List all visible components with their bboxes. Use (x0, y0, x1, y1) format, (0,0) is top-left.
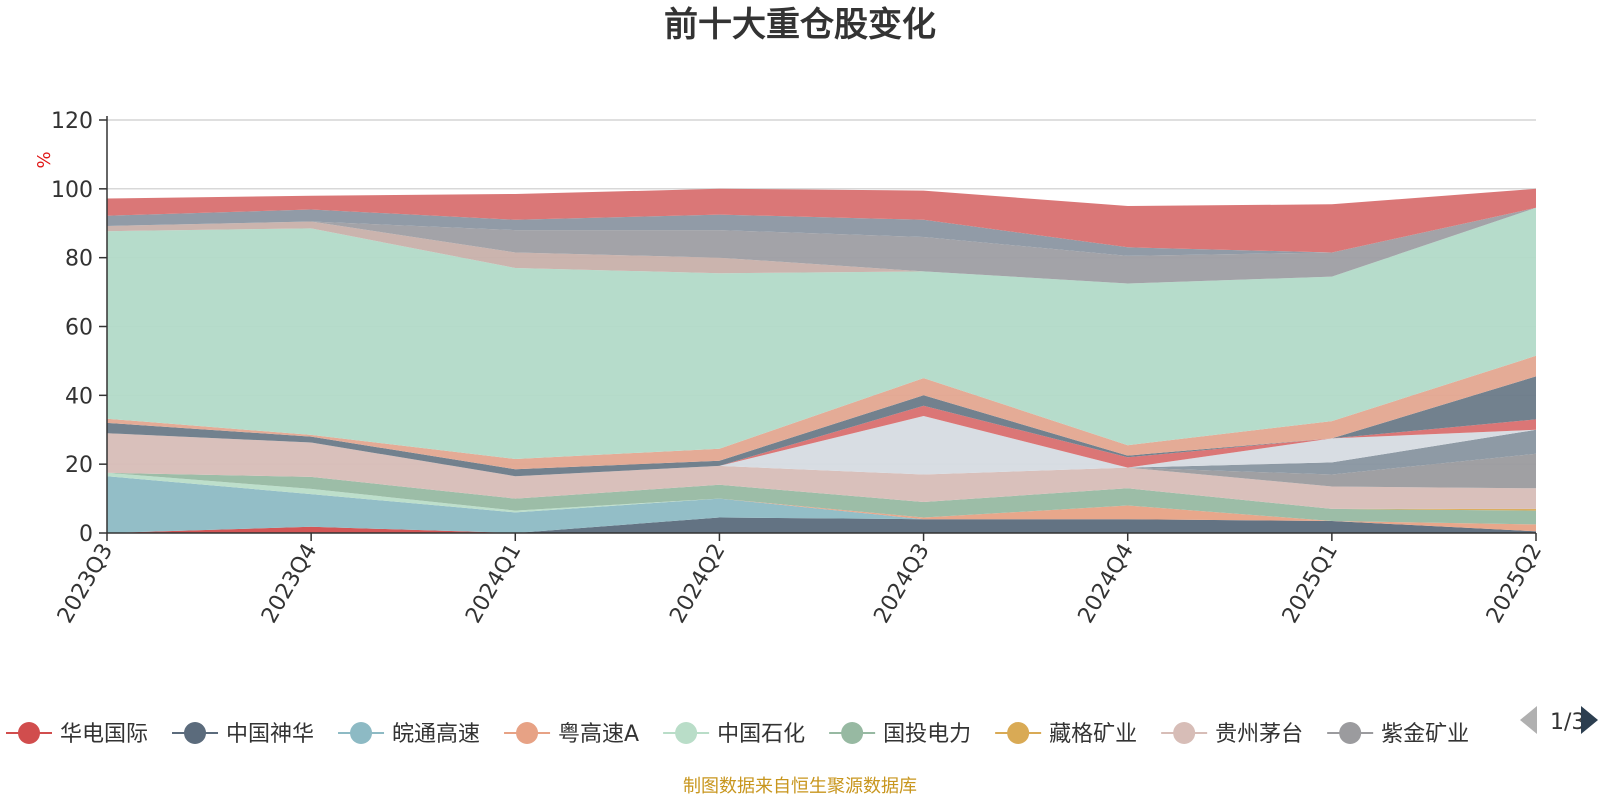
legend-next-icon[interactable] (1581, 706, 1598, 734)
y-tick-label: 100 (51, 178, 93, 203)
x-tick-label: 2025Q1 (1278, 540, 1343, 628)
legend-item-6[interactable]: 藏格矿业 (995, 722, 1137, 747)
legend-item-5[interactable]: 国投电力 (829, 722, 971, 747)
area-series-10 (107, 416, 1536, 477)
x-tick-label: 2024Q3 (869, 540, 934, 628)
legend-marker (1339, 722, 1362, 744)
legend-item-3[interactable]: 粤高速A (504, 722, 639, 747)
x-tick-label: 2025Q2 (1482, 540, 1547, 628)
area-series-14 (107, 207, 1536, 459)
y-tick-label: 0 (79, 522, 93, 547)
legend-label: 紫金矿业 (1381, 722, 1469, 747)
x-tick-label: 2023Q3 (53, 540, 118, 628)
area-series-13 (107, 355, 1536, 470)
legend-item-1[interactable]: 中国神华 (172, 722, 314, 747)
legend-page-indicator: 1/3 (1550, 710, 1585, 735)
area-series-18 (107, 188, 1536, 253)
x-tick-label: 2023Q4 (257, 540, 322, 628)
legend-label: 皖通高速 (392, 722, 480, 747)
legend-marker (675, 722, 698, 744)
legend-label: 国投电力 (883, 722, 971, 747)
area-series-2 (107, 476, 1536, 533)
y-axis-unit: % (34, 151, 55, 168)
x-tick-label: 2024Q1 (461, 540, 526, 628)
legend-marker (184, 722, 207, 744)
y-tick-label: 60 (65, 316, 93, 341)
legend-prev-icon[interactable] (1520, 706, 1537, 734)
area-series-17 (107, 207, 1536, 256)
area-series-4 (107, 472, 1536, 525)
area-series-8 (107, 433, 1536, 489)
legend-marker (18, 722, 40, 744)
area-series-1 (107, 517, 1536, 533)
legend-item-7[interactable]: 贵州茅台 (1161, 722, 1303, 747)
area-series-15 (107, 207, 1536, 284)
stacked-areas (107, 188, 1536, 533)
legend-label: 藏格矿业 (1049, 722, 1137, 747)
area-series-16 (107, 207, 1536, 284)
legend-label: 中国石化 (717, 722, 805, 747)
legend-marker (1173, 722, 1196, 744)
legend-label: 中国神华 (226, 722, 314, 747)
x-tick-label: 2024Q4 (1074, 540, 1139, 628)
area-series-7 (107, 433, 1536, 509)
area-series-11 (107, 405, 1536, 477)
legend-item-2[interactable]: 皖通高速 (338, 722, 480, 747)
legend-label: 贵州茅台 (1215, 722, 1303, 747)
legend-marker (841, 722, 864, 744)
y-tick-label: 40 (65, 384, 93, 409)
legend-pager: 1/3 (1520, 706, 1598, 735)
legend: 华电国际 中国神华 皖通高速 粤高速A 中国石化 国投电力 藏格矿业 贵州茅台 紫金矿业 (6, 722, 1469, 747)
y-tick-label: 20 (65, 453, 93, 478)
legend-item-4[interactable]: 中国石化 (663, 722, 805, 747)
data-source-note: 制图数据来自恒生聚源数据库 (683, 776, 917, 797)
chart-title: 前十大重仓股变化 (664, 5, 936, 45)
legend-marker (1007, 722, 1030, 744)
legend-item-8[interactable]: 紫金矿业 (1327, 722, 1469, 747)
area-series-0 (107, 526, 1536, 533)
legend-marker (516, 722, 539, 744)
y-tick-label: 80 (65, 247, 93, 272)
y-tick-label: 120 (51, 109, 93, 134)
x-tick-label: 2024Q2 (665, 540, 730, 628)
legend-label: 华电国际 (60, 722, 148, 747)
legend-item-0[interactable]: 华电国际 (6, 722, 148, 747)
legend-label: 粤高速A (558, 722, 639, 747)
legend-marker (350, 722, 373, 744)
area-series-3 (107, 476, 1536, 532)
area-series-5 (107, 472, 1536, 525)
